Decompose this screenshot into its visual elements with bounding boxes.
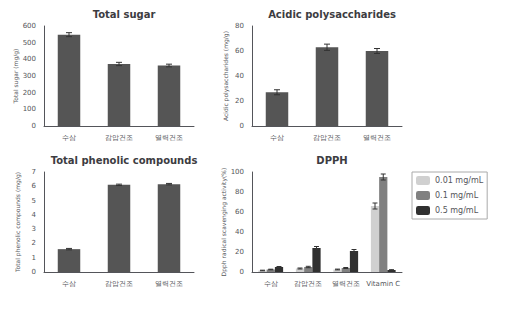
svg-text:100: 100 [231,168,244,176]
svg-text:감압건조: 감압건조 [105,280,133,288]
svg-text:Total phenolic compounds: Total phenolic compounds [51,155,198,166]
svg-text:Dpph radical scavenging activi: Dpph radical scavenging activity(%) [220,168,228,277]
svg-text:감압건조: 감압건조 [105,134,133,142]
svg-text:60: 60 [235,47,244,55]
svg-text:7: 7 [32,168,36,176]
svg-text:수삼: 수삼 [264,280,278,288]
svg-text:열력건조: 열력건조 [155,134,183,142]
svg-text:Acidic polysaccharides: Acidic polysaccharides [268,9,396,20]
svg-text:2: 2 [32,239,36,247]
svg-text:열력건조: 열력건조 [363,134,391,142]
svg-text:0: 0 [240,122,244,130]
svg-text:400: 400 [23,55,36,63]
svg-text:Acidic polysaccharides (mg/g): Acidic polysaccharides (mg/g) [222,31,230,121]
svg-text:0: 0 [32,268,36,276]
svg-text:80: 80 [235,188,244,196]
svg-text:5: 5 [32,197,36,205]
svg-text:열력건조: 열력건조 [332,280,360,288]
svg-text:20: 20 [235,97,244,105]
svg-text:80: 80 [235,22,244,30]
svg-text:0.01 mg/mL: 0.01 mg/mL [435,176,484,185]
svg-text:0.5 mg/mL: 0.5 mg/mL [435,206,479,215]
svg-text:0: 0 [32,122,36,130]
svg-text:20: 20 [235,248,244,256]
svg-text:0: 0 [240,268,244,276]
svg-text:수삼: 수삼 [62,134,76,142]
svg-text:4: 4 [32,211,37,219]
svg-text:600: 600 [23,22,36,30]
svg-text:Total phenolic compounds (mg/g: Total phenolic compounds (mg/g) [14,172,22,273]
svg-text:감압건조: 감압건조 [294,280,322,288]
svg-text:1: 1 [32,254,36,262]
svg-text:200: 200 [23,89,36,97]
svg-text:Total sugar: Total sugar [93,9,156,20]
svg-text:DPPH: DPPH [316,155,347,166]
svg-text:60: 60 [235,208,244,216]
svg-text:감압건조: 감압건조 [313,134,341,142]
svg-text:0.1 mg/mL: 0.1 mg/mL [435,191,479,200]
svg-text:300: 300 [23,72,36,80]
svg-text:수삼: 수삼 [270,134,284,142]
svg-text:열력건조: 열력건조 [155,280,183,288]
svg-text:40: 40 [235,228,244,236]
svg-text:수삼: 수삼 [62,280,76,288]
svg-text:3: 3 [32,225,36,233]
svg-text:6: 6 [32,182,37,190]
svg-text:40: 40 [235,72,244,80]
svg-text:500: 500 [23,39,36,47]
svg-text:Total sugar (mg/g): Total sugar (mg/g) [12,49,20,105]
svg-text:100: 100 [23,105,36,113]
svg-text:Vitamin C: Vitamin C [366,280,400,288]
